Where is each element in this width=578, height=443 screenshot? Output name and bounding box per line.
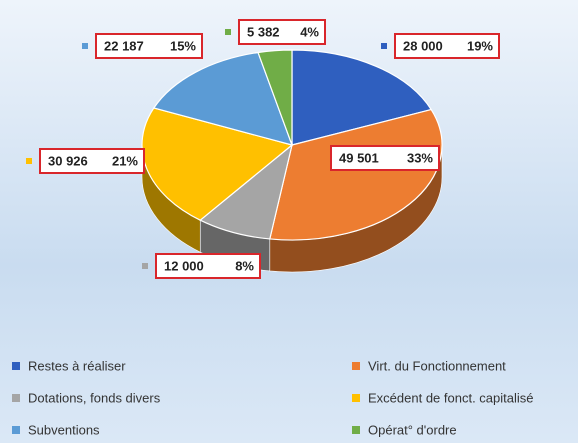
value-label: 5 382 [247,24,280,39]
legend-label: Dotations, fonds divers [28,390,161,405]
legend-label: Virt. du Fonctionnement [368,358,506,373]
legend-swatch [12,426,20,434]
label-box [155,253,261,279]
label-swatch [317,155,323,161]
slice [141,107,294,221]
legend-label: Excédent de fonct. capitalisé [368,390,534,405]
label-swatch [142,263,148,269]
legend-label: Subventions [28,422,100,437]
label-swatch [82,43,88,49]
percentage-label: 8% [235,258,254,273]
percentage-label: 4% [300,24,319,39]
legend-label: Opérat° d'ordre [368,422,457,437]
slice [291,49,433,146]
legend-label: Restes à réaliser [28,358,126,373]
label-box [95,33,203,59]
slice [257,49,293,146]
slice [269,108,443,241]
legend-swatch [352,362,360,370]
label-box [39,148,145,174]
slice [152,51,293,146]
label-swatch [381,43,387,49]
value-label: 49 501 [339,150,379,165]
percentage-label: 21% [112,153,138,168]
value-label: 12 000 [164,258,204,273]
label-box [330,145,440,171]
label-swatch [225,29,231,35]
value-label: 22 187 [104,38,144,53]
value-label: 30 926 [48,153,88,168]
label-box [238,19,326,45]
label-swatch [26,158,32,164]
legend-swatch [352,394,360,402]
percentage-label: 15% [170,38,196,53]
legend-swatch [352,426,360,434]
value-label: 28 000 [403,38,443,53]
percentage-label: 33% [407,150,433,165]
percentage-label: 19% [467,38,493,53]
legend-swatch [12,362,20,370]
legend-swatch [12,394,20,402]
label-box [394,33,500,59]
